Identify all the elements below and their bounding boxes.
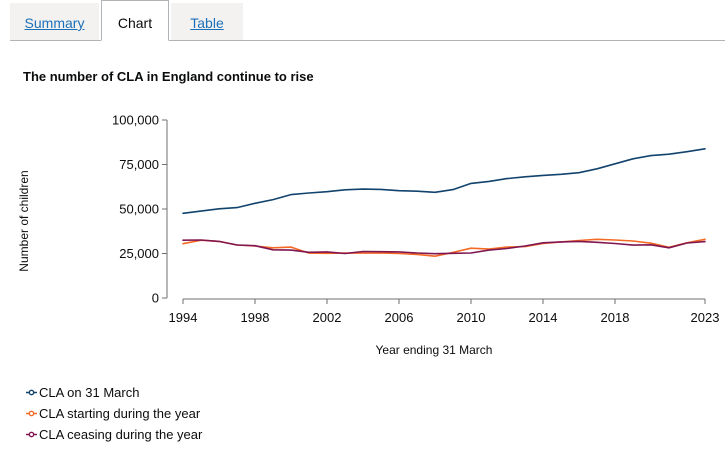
tab-summary[interactable]: Summary [10,3,99,40]
y-tick-label: 0 [152,291,159,306]
chart-title: The number of CLA in England continue to… [23,69,314,84]
x-tick-label: 2014 [529,310,558,325]
x-tick-label: 2018 [601,310,630,325]
legend-marker-icon [26,410,37,417]
legend-label: CLA starting during the year [39,406,201,421]
x-tick-label: 2010 [457,310,486,325]
x-tick-label: 2006 [385,310,414,325]
legend-swatch-dot [28,410,35,417]
legend-swatch-dot [28,389,35,396]
y-axis-label: Number of children [17,170,31,271]
x-tick-label: 2002 [313,310,342,325]
legend-swatch-dot [28,431,35,438]
y-tick-label: 50,000 [119,202,159,217]
legend-marker-icon [26,389,37,396]
x-axis-label: Year ending 31 March [376,343,493,357]
series-line-1 [182,147,706,215]
legend-marker-icon [26,431,37,438]
tab-chart[interactable]: Chart [101,0,169,41]
x-tick-label: 1994 [169,310,198,325]
x-tick-label: 2023 [691,310,720,325]
tab-table[interactable]: Table [171,3,243,40]
x-tick-label: 1998 [241,310,270,325]
y-tick-label: 100,000 [112,113,159,128]
y-tick-label: 25,000 [119,246,159,261]
line-chart: 0 25,000 50,000 75,000 100,000 1994 1998 2002 20… [17,113,720,358]
series-line-3 [182,239,706,255]
tab-bar: Summary Chart Table [10,0,725,41]
legend-label: CLA on 31 March [39,385,140,400]
y-tick-label: 75,000 [119,157,159,172]
legend-label: CLA ceasing during the year [39,427,203,442]
